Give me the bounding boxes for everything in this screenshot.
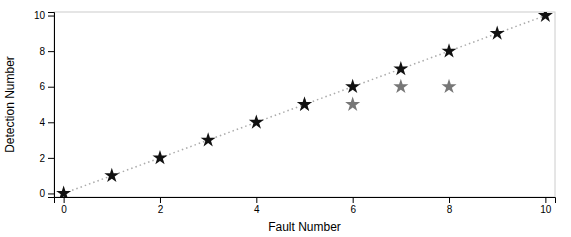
reference-line — [64, 16, 546, 194]
point — [393, 61, 408, 75]
x-tick-mark — [64, 197, 65, 203]
x-tick: 8 — [447, 197, 453, 215]
x-tick: 0 — [61, 197, 67, 215]
y-tick: 10 — [34, 10, 54, 21]
x-tick: 6 — [350, 197, 356, 215]
chart: 0 2 4 6 8 10 0 2 4 6 8 10 Fault Number Detection Numb… — [0, 0, 571, 237]
y-tick-mark — [48, 193, 54, 194]
point — [297, 97, 312, 111]
point — [104, 168, 119, 182]
x-tick-mark — [545, 197, 546, 203]
y-tick: 0 — [39, 188, 54, 199]
x-tick-label: 4 — [254, 204, 260, 215]
point — [152, 150, 167, 164]
y-tick-mark — [48, 16, 54, 17]
x-tick: 4 — [254, 197, 260, 215]
y-tick-mark — [48, 51, 54, 52]
y-tick-mark — [48, 158, 54, 159]
x-axis-title: Fault Number — [268, 220, 341, 234]
point-series — [56, 12, 553, 197]
y-tick-mark — [48, 122, 54, 123]
plot: 0 2 4 6 8 10 0 2 4 6 8 10 — [34, 8, 556, 215]
y-axis: 0 2 4 6 8 10 — [34, 10, 55, 199]
point — [345, 79, 360, 93]
x-tick-mark — [256, 197, 257, 203]
y-tick-label: 2 — [39, 153, 45, 164]
point-series — [297, 79, 457, 111]
y-tick-mark — [48, 87, 54, 88]
y-tick-label: 10 — [34, 10, 46, 21]
y-tick-label: 8 — [39, 46, 45, 57]
point — [442, 43, 457, 57]
plot-frame — [54, 12, 555, 197]
point — [345, 97, 360, 111]
x-tick-label: 6 — [350, 204, 356, 215]
y-tick-label: 6 — [39, 81, 45, 92]
point — [393, 79, 408, 93]
point — [297, 97, 312, 111]
x-tick-label: 0 — [61, 204, 67, 215]
y-axis-line — [48, 13, 55, 198]
x-tick-mark — [449, 197, 450, 203]
x-axis: 0 2 4 6 8 10 — [55, 197, 556, 215]
point — [249, 114, 264, 128]
x-tick: 2 — [158, 197, 164, 215]
point — [442, 79, 457, 93]
x-axis-line — [55, 198, 556, 204]
x-tick-label: 10 — [540, 204, 552, 215]
x-tick: 10 — [540, 197, 552, 215]
x-tick-mark — [353, 197, 354, 203]
x-tick-mark — [160, 197, 161, 203]
y-tick: 8 — [39, 46, 54, 57]
point — [56, 186, 71, 197]
x-tick-label: 2 — [158, 204, 164, 215]
marks — [56, 12, 553, 197]
point — [538, 12, 553, 22]
y-tick: 4 — [39, 117, 54, 128]
y-tick-label: 4 — [39, 117, 45, 128]
y-tick-label: 0 — [39, 188, 45, 199]
point — [201, 132, 216, 146]
y-tick: 2 — [39, 153, 54, 164]
y-axis-title: Detection Number — [3, 56, 17, 153]
y-tick: 6 — [39, 81, 54, 92]
x-tick-label: 8 — [447, 204, 453, 215]
point — [490, 25, 505, 39]
